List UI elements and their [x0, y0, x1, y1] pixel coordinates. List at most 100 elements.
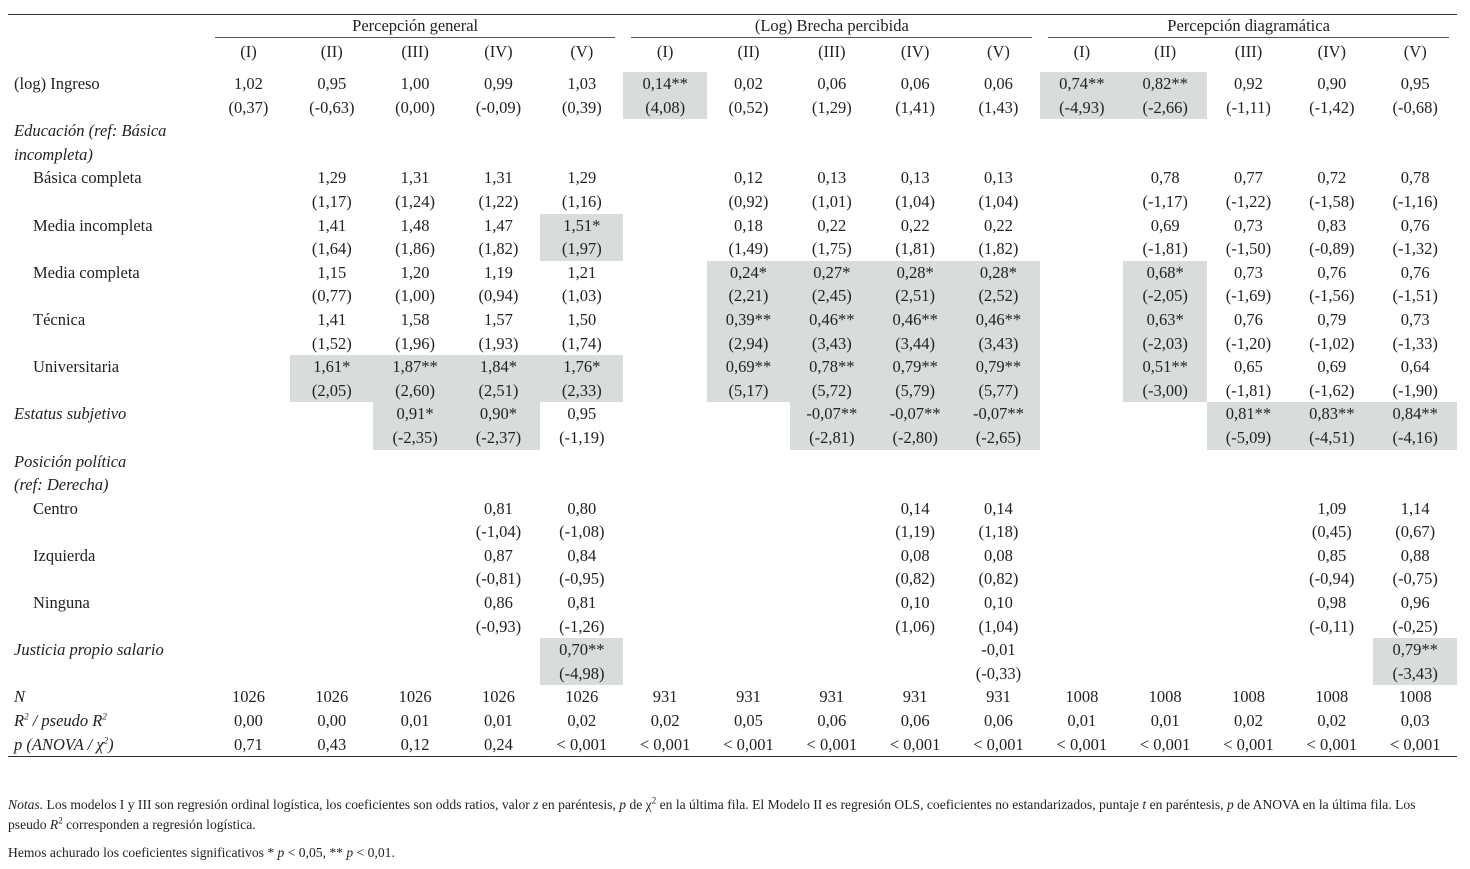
- coef-cell: 0,14**: [623, 72, 707, 96]
- coef-cell: 0,65: [1234, 357, 1263, 377]
- stats-cell: 1026: [481, 687, 515, 707]
- coef-cell: 0,46**: [956, 307, 1041, 332]
- stat-cell: (-4,98): [540, 661, 624, 686]
- coef-cell: 0,64: [1400, 357, 1430, 377]
- stats-cell: 1026: [231, 687, 265, 707]
- stat-cell: [1290, 662, 1373, 686]
- row-label-blank: [8, 237, 207, 261]
- coef-cell: [1290, 638, 1373, 662]
- stat-cell: (1,96): [395, 333, 436, 353]
- stat-cell: (1,24): [395, 191, 436, 211]
- stat-cell: [623, 426, 706, 450]
- stat-cell: [1123, 662, 1206, 686]
- coef-cell: 0,28*: [956, 260, 1041, 285]
- stats-label: N: [14, 687, 26, 707]
- stat-cell: [1123, 426, 1206, 450]
- stat-cell: [707, 615, 790, 639]
- coef-cell: [290, 544, 373, 568]
- stat-cell: (-2,66): [1123, 95, 1207, 120]
- stat-cell: (3,43): [956, 331, 1041, 356]
- stat-cell: [290, 567, 373, 591]
- coef-cell: [373, 544, 456, 568]
- stat-cell: (1,82): [478, 239, 519, 259]
- row-label-blank: [8, 332, 207, 356]
- coef-cell: 0,14: [984, 498, 1013, 518]
- stat-cell: [623, 332, 706, 356]
- coef-cell: [207, 261, 290, 285]
- row-label: Técnica: [33, 309, 86, 329]
- stat-cell: (2,51): [873, 284, 957, 308]
- row-label-blank: [8, 567, 207, 591]
- coef-cell: 0,13: [984, 168, 1013, 188]
- stat-cell: [1040, 332, 1123, 356]
- row-label: Media completa: [33, 262, 140, 282]
- stat-cell: (-2,65): [956, 425, 1041, 450]
- stat-cell: (2,21): [706, 284, 791, 308]
- stat-cell: (2,33): [540, 378, 624, 403]
- stat-cell: (1,74): [561, 333, 602, 353]
- stats-row: R2 / pseudo R2 0,00 0,00 0,01 0,01 0,02 0,02 0,…: [8, 709, 1457, 733]
- stat-cell: (0,39): [561, 97, 602, 117]
- row-label: (ref: Derecha): [14, 475, 109, 495]
- table-row: (-1,04) (-1,08) (1,19) (1,18) (0,45) (0,67): [8, 520, 1457, 544]
- coef-cell: 0,84**: [1373, 402, 1457, 426]
- coef-cell: [457, 638, 540, 662]
- stat-cell: [373, 520, 456, 544]
- model-header: (III): [1234, 42, 1263, 61]
- coef-cell: 0,14: [900, 498, 930, 518]
- table-row: Universitaria 1,61* 1,87** 1,84* 1,76* 0,69**…: [8, 355, 1457, 379]
- stat-cell: [1040, 567, 1123, 591]
- stats-cell: 0,02: [1234, 711, 1263, 731]
- stats-cell: 931: [736, 687, 761, 707]
- stat-cell: [1040, 520, 1123, 544]
- stat-cell: [207, 284, 290, 308]
- coef-cell: [290, 402, 373, 426]
- stat-cell: [1207, 615, 1290, 639]
- stats-cell: < 0,001: [1123, 732, 1207, 758]
- model-header-row: (I) (II) (III) (IV) (V) (I) (II) (III) (IV) (V) (I…: [8, 40, 1457, 64]
- coef-cell: 0,79**: [1373, 638, 1457, 662]
- row-label: Ninguna: [33, 593, 90, 613]
- table-row: Educación (ref: Básica: [8, 119, 1457, 143]
- stat-cell: (-1,62): [1309, 380, 1355, 400]
- spacer-cell: [8, 64, 1457, 72]
- empty-cell: [207, 119, 1457, 143]
- coef-cell: [1040, 591, 1123, 615]
- stats-cell: 931: [819, 687, 845, 707]
- stats-cell: 1008: [1148, 687, 1182, 707]
- coef-cell: 0,08: [984, 545, 1013, 565]
- stat-cell: [707, 662, 790, 686]
- spacer-row: [8, 64, 1457, 72]
- stat-cell: (2,45): [790, 284, 874, 308]
- table-row: (1,52) (1,96) (1,93) (1,74) (2,94) (3,43) (3,4…: [8, 331, 1457, 356]
- coef-cell: [1040, 308, 1123, 332]
- stats-cell: 0,01: [1150, 711, 1180, 731]
- row-label: Universitaria: [33, 357, 120, 377]
- stats-cell: 0,05: [734, 711, 763, 731]
- row-label: Centro: [33, 498, 78, 518]
- coef-cell: 0,95: [317, 74, 347, 93]
- model-header: (I): [240, 42, 257, 61]
- coef-cell: 0,82**: [1123, 72, 1207, 96]
- coef-cell: 0,81**: [1206, 402, 1291, 426]
- row-label-blank: [8, 284, 207, 308]
- stat-cell: (-1,22): [1225, 191, 1272, 211]
- stat-cell: (1,19): [895, 522, 936, 542]
- coef-cell: 0,22: [984, 215, 1013, 235]
- coef-cell: 0,70**: [540, 638, 624, 662]
- stat-cell: (0,82): [978, 569, 1019, 589]
- table-row: (0,37) (-0,63) (0,00) (-0,09) (0,39) (4,08) (0…: [8, 95, 1457, 120]
- table-row: (2,05) (2,60) (2,51) (2,33) (5,17) (5,72) (5,7…: [8, 378, 1457, 403]
- row-label-blank: [8, 662, 207, 686]
- stat-cell: [457, 662, 540, 686]
- coef-cell: [207, 638, 290, 662]
- coef-cell: 1,58: [400, 309, 430, 329]
- stat-cell: (-3,00): [1123, 378, 1207, 403]
- stats-cell: 0,71: [206, 732, 291, 758]
- group-label: Percepción diagramática: [1167, 16, 1330, 35]
- stat-cell: [623, 190, 706, 214]
- coef-cell: 0,12: [734, 168, 763, 188]
- stat-cell: (-1,16): [1392, 191, 1438, 211]
- coef-cell: [1040, 166, 1123, 190]
- coef-cell: [873, 638, 956, 662]
